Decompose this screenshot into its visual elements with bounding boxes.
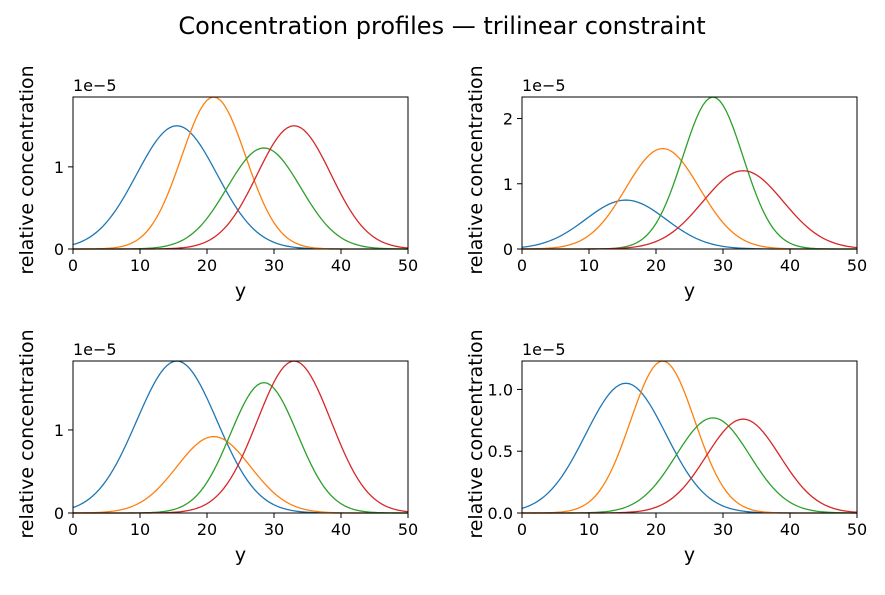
subplot-4: 0 10 20 30 40 50 0.0 0.5 1.0 1e−5 y relative concen… <box>465 329 867 566</box>
series-line-1 <box>72 125 408 250</box>
x-tick-label: 0 <box>517 256 527 275</box>
x-axis-label: y <box>684 544 695 566</box>
series-line-4 <box>522 170 858 250</box>
x-tick-label: 40 <box>331 256 351 275</box>
y-axis-label: relative concentration <box>465 329 487 538</box>
x-tick-label: 30 <box>713 256 733 275</box>
y-tick-label: 1 <box>503 175 513 194</box>
subplot-3: 0 10 20 30 40 50 0 1 1e−5 y relative concentration <box>16 329 418 566</box>
series-line-1 <box>521 382 857 514</box>
x-tick-label: 10 <box>130 520 150 539</box>
x-axis-label: y <box>235 544 246 566</box>
y-tick-label: 0 <box>54 240 64 259</box>
x-tick-label: 20 <box>646 256 666 275</box>
series-line-2 <box>72 96 408 250</box>
series-line-3 <box>73 381 409 514</box>
x-tick-label: 40 <box>780 256 800 275</box>
x-tick-label: 50 <box>847 256 867 275</box>
subplot-2: 0 10 20 30 40 50 0 1 2 1e−5 y relative concentratio… <box>465 65 867 302</box>
x-tick-label: 10 <box>130 256 150 275</box>
series-line-4 <box>522 418 858 514</box>
x-tick-label: 20 <box>197 256 217 275</box>
x-tick-label: 20 <box>646 520 666 539</box>
series-line-3 <box>522 417 858 514</box>
series-line-2 <box>521 147 857 250</box>
series-line-2 <box>521 360 857 514</box>
y-tick-label: 1.0 <box>488 380 513 399</box>
x-tick-label: 50 <box>847 520 867 539</box>
series-line-1 <box>521 199 857 250</box>
y-axis-label: relative concentration <box>16 65 38 274</box>
x-tick-label: 0 <box>68 520 78 539</box>
series-line-2 <box>72 435 408 514</box>
y-tick-label: 0 <box>54 504 64 523</box>
figure-title: Concentration profiles — trilinear const… <box>178 12 705 40</box>
x-tick-label: 30 <box>713 520 733 539</box>
y-axis-label: relative concentration <box>465 65 487 274</box>
x-tick-label: 30 <box>264 520 284 539</box>
x-tick-label: 40 <box>331 520 351 539</box>
y-tick-label: 2 <box>503 110 513 129</box>
axes-frame <box>72 360 409 514</box>
x-tick-label: 10 <box>579 256 599 275</box>
y-offset-text: 1e−5 <box>73 340 117 359</box>
y-tick-label: 1 <box>54 158 64 177</box>
y-tick-label: 1 <box>54 421 64 440</box>
y-tick-label: 0.0 <box>488 504 513 523</box>
y-axis-label: relative concentration <box>16 329 38 538</box>
x-tick-label: 40 <box>780 520 800 539</box>
y-offset-text: 1e−5 <box>73 76 117 95</box>
x-tick-label: 50 <box>398 256 418 275</box>
series-line-4 <box>73 360 409 514</box>
x-tick-label: 20 <box>197 520 217 539</box>
axes-frame <box>521 360 858 514</box>
series-line-4 <box>73 125 409 250</box>
series-line-1 <box>72 360 408 514</box>
x-tick-label: 0 <box>68 256 78 275</box>
x-axis-label: y <box>235 280 246 302</box>
axes-frame <box>521 96 858 250</box>
x-axis-label: y <box>684 280 695 302</box>
x-tick-label: 50 <box>398 520 418 539</box>
x-tick-label: 30 <box>264 256 284 275</box>
axes-frame <box>72 96 409 250</box>
y-offset-text: 1e−5 <box>522 340 566 359</box>
x-tick-label: 10 <box>579 520 599 539</box>
x-tick-label: 0 <box>517 520 527 539</box>
subplot-1: 0 10 20 30 40 50 0 1 1e−5 y relative concentration <box>16 65 418 302</box>
y-tick-label: 0 <box>503 240 513 259</box>
y-tick-label: 0.5 <box>488 442 513 461</box>
y-offset-text: 1e−5 <box>522 76 566 95</box>
